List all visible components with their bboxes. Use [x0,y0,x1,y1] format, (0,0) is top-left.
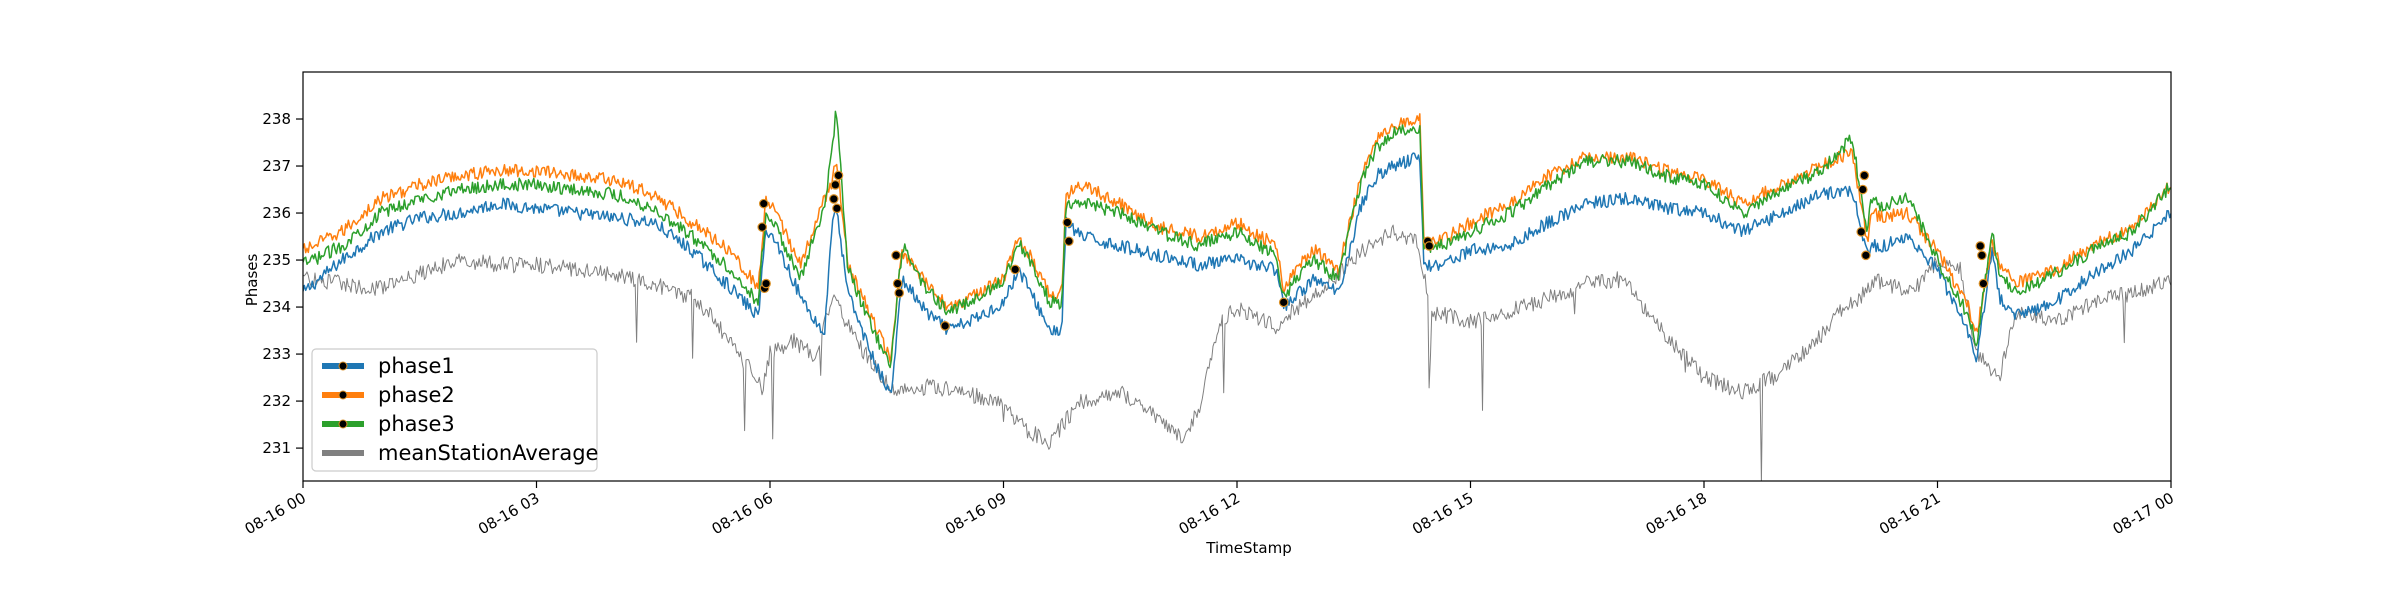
y-tick-label: 233 [262,345,291,363]
event-marker [830,180,841,190]
event-marker [1857,184,1868,195]
y-axis: 231 232 233 234 235 236 237 238 [262,110,303,457]
event-marker [758,198,769,209]
event-marker [832,203,842,214]
x-axis: 08-16 00 08-16 03 08-16 06 08-16 09 08-16 12… [242,481,2177,538]
x-tick-label: 08-16 18 [1643,489,1710,538]
plot-area [303,110,2171,481]
x-axis-label: TimeStamp [1205,539,1291,557]
event-marker [757,222,768,232]
event-marker [1424,241,1435,251]
x-tick-label: 08-17 00 [2110,489,2177,538]
legend-box [311,348,598,472]
x-tick-label: 08-16 03 [475,489,542,538]
legend-label: phase2 [378,383,455,407]
event-marker [1975,241,1986,251]
event-marker [761,278,771,289]
legend-label: phase1 [378,354,455,378]
event-marker [833,170,844,181]
x-tick-label: 08-16 00 [242,489,309,538]
event-marker [1010,264,1020,275]
y-tick-label: 237 [262,157,291,175]
y-tick-label: 231 [262,439,291,457]
y-tick-label: 238 [262,110,291,128]
legend-label: meanStationAverage [378,441,598,465]
event-marker [1861,250,1871,261]
event-marker [1856,227,1867,237]
y-tick-label: 234 [262,298,291,316]
y-tick-label: 236 [262,204,291,222]
event-marker [892,278,903,289]
legend-marker [338,390,348,400]
legend-item-phase1: phase1 [322,354,455,378]
series-line-meanStationAverage [303,224,2171,481]
x-tick-label: 08-16 21 [1876,489,1943,538]
event-marker [1859,170,1870,181]
legend-marker [338,361,348,371]
x-tick-label: 08-16 15 [1409,489,1476,538]
event-marker [894,288,905,298]
legend: phase1 phase2 phase3 meanStationAverage [311,348,598,472]
event-marker [1064,236,1074,247]
series-line-phase2 [303,113,2171,363]
event-marker [1977,250,1987,261]
legend-marker [338,419,348,429]
legend-item-meanStationAverage: meanStationAverage [322,441,598,465]
x-tick-label: 08-16 06 [709,489,776,538]
x-tick-label: 08-16 09 [942,489,1009,538]
series-line-phase1 [303,152,2171,393]
y-axis-label: Phases [243,254,261,307]
event-marker [1062,217,1073,228]
event-marker [1978,278,1989,289]
y-tick-label: 235 [262,251,291,269]
event-marker [891,250,901,261]
legend-item-phase3: phase3 [322,412,455,436]
legend-item-phase2: phase2 [322,383,455,407]
plot-frame [302,71,2172,482]
event-marker [1278,297,1289,308]
x-tick-label: 08-16 12 [1176,489,1243,538]
event-marker [940,321,950,331]
legend-label: phase3 [378,412,455,436]
y-tick-label: 232 [262,392,291,410]
event-marker [829,194,839,204]
